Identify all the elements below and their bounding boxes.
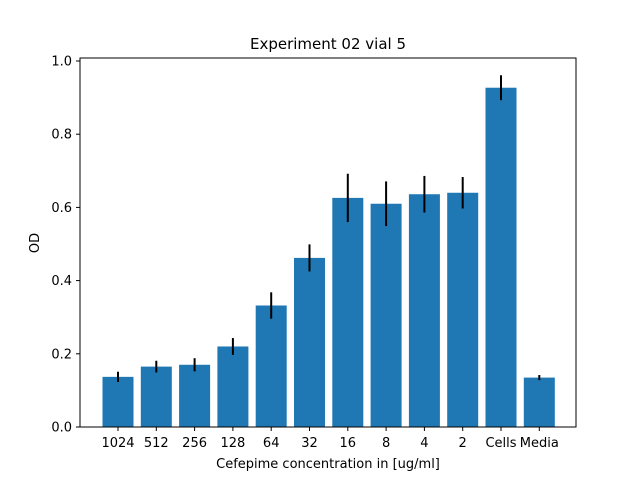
bar-512 — [140, 366, 172, 427]
y-axis-label: OD — [28, 233, 43, 253]
x-tick-label: 16 — [340, 436, 357, 451]
chart-title: Experiment 02 vial 5 — [250, 35, 406, 53]
y-tick-label: 0.8 — [51, 128, 72, 143]
y-tick-label: 0.2 — [51, 347, 72, 362]
bar-64 — [255, 305, 287, 427]
plot-frame — [79, 57, 577, 428]
x-tick-label: 32 — [301, 436, 318, 451]
bar-media — [523, 377, 555, 427]
x-tick-label: 8 — [382, 436, 390, 451]
bar-16 — [332, 197, 364, 427]
y-tick-label: 0.6 — [51, 201, 72, 216]
x-tick-label: 128 — [220, 436, 245, 451]
x-axis-label: Cefepime concentration in [ug/ml] — [216, 457, 440, 472]
bar-256 — [179, 364, 211, 427]
y-tick-label: 0.0 — [51, 421, 72, 436]
error-bar-group — [117, 75, 541, 382]
bar-32 — [294, 257, 325, 427]
x-tick-label: Media — [520, 436, 559, 451]
x-tick-label: 1024 — [101, 436, 134, 451]
x-axis: 1024 512 256 128 64 32 16 8 4 2 Cells Media — [101, 427, 559, 451]
bar-group — [102, 87, 555, 427]
x-tick-label: 64 — [263, 436, 280, 451]
bar-1024 — [102, 376, 134, 427]
bar-2 — [447, 192, 479, 427]
x-tick-label: 2 — [459, 436, 467, 451]
x-tick-label: 512 — [144, 436, 169, 451]
x-tick-label: 4 — [420, 436, 428, 451]
bar-4 — [408, 194, 440, 427]
y-axis: 0.0 0.2 0.4 0.6 0.8 1.0 — [51, 55, 80, 436]
x-tick-label: Cells — [485, 436, 516, 451]
bar-8 — [370, 203, 402, 427]
x-tick-label: 256 — [182, 436, 207, 451]
bar-cells — [485, 87, 517, 427]
bar-128 — [217, 346, 249, 427]
y-tick-label: 1.0 — [51, 55, 72, 70]
y-tick-label: 0.4 — [51, 274, 72, 289]
